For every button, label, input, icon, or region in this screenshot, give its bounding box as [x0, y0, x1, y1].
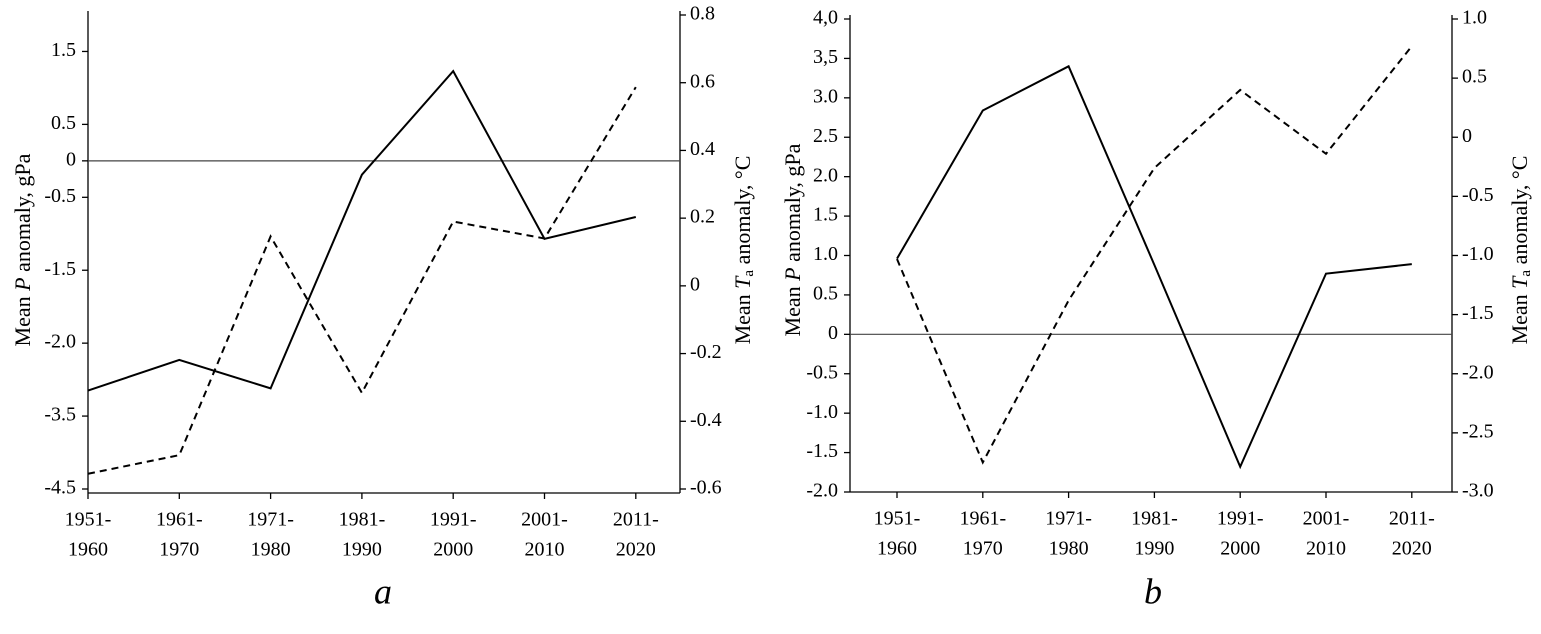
y-tick-label: 2.0	[813, 164, 838, 186]
y2-tick-label: -0.6	[690, 477, 722, 499]
x-tick-label: 1951-	[65, 509, 112, 531]
x-tick-label: 2011-	[1389, 508, 1435, 530]
y2-tick-label: 0	[690, 273, 700, 295]
x-tick-label: 2020	[1392, 538, 1432, 560]
x-tick-label: 1991-	[1217, 508, 1264, 530]
y-tick-label: 4,0	[813, 7, 838, 29]
x-tick-label: 1961-	[156, 509, 203, 531]
x-tick-label: 1971-	[247, 509, 294, 531]
x-tick-label: 1961-	[959, 508, 1006, 530]
x-tick-label: 2000	[1220, 538, 1260, 560]
x-tick-label: 1980	[1049, 538, 1089, 560]
x-tick-label: 1960	[68, 539, 108, 561]
y2-axis-label-part: a	[741, 270, 757, 277]
x-tick-label: 1981-	[1131, 508, 1178, 530]
y-tick-label: -0.5	[44, 185, 76, 207]
y2-tick-label: -3.0	[1462, 480, 1494, 502]
y-axis-label-part: anomaly, gPa	[780, 143, 805, 267]
series-line	[87, 69, 637, 392]
y-tick-label: 0	[828, 322, 838, 344]
y-tick-label: -1.0	[806, 401, 838, 423]
y2-tick-label: -1.0	[1462, 243, 1494, 265]
y2-tick-label: 0	[1462, 125, 1472, 147]
x-tick-label: 2000	[433, 539, 473, 561]
series-line	[896, 64, 1412, 470]
x-tick-label: 1990	[342, 539, 382, 561]
x-tick-label: 1970	[963, 538, 1003, 560]
y2-axis-label: Mean Ta anomaly, °C	[1507, 156, 1534, 345]
y2-axis-label-part: anomaly, °C	[1507, 156, 1532, 270]
y2-axis-label-part: Mean	[1507, 289, 1532, 345]
y-tick-label: -3.5	[44, 404, 76, 426]
y-tick-label: 3.0	[813, 85, 838, 107]
y-tick-label: -1.5	[806, 440, 838, 462]
y-tick-label: 1.5	[51, 39, 76, 61]
y-tick-label: -0.5	[806, 361, 838, 383]
x-tick-label: 1970	[159, 539, 199, 561]
x-tick-label: 2020	[616, 539, 656, 561]
y2-tick-label: 0.6	[690, 70, 715, 92]
y-tick-label: -1.5	[44, 258, 76, 280]
y2-tick-label: -2.0	[1462, 361, 1494, 383]
y2-tick-label: -1.5	[1462, 302, 1494, 324]
y2-axis-label-part: anomaly, °C	[730, 156, 755, 270]
series-line	[896, 45, 1413, 465]
x-tick-label: 1980	[251, 539, 291, 561]
y2-tick-label: -0.4	[690, 409, 722, 431]
y-tick-label: 1.0	[813, 243, 838, 265]
panel-label: a	[374, 571, 392, 611]
y-tick-label: 2.5	[813, 125, 838, 147]
y2-axis-label-part: T	[730, 275, 755, 289]
y2-axis-label-part: Mean	[730, 289, 755, 345]
y2-tick-label: 0.8	[690, 3, 715, 25]
y-tick-label: 3,5	[813, 46, 838, 68]
x-tick-label: 2011-	[613, 509, 659, 531]
y2-tick-label: 0.4	[690, 138, 715, 160]
x-tick-label: 1991-	[430, 509, 477, 531]
series-line	[87, 86, 637, 475]
x-tick-label: 1951-	[874, 508, 921, 530]
y-tick-label: 1.5	[813, 204, 838, 226]
y-axis-label-part: Mean	[780, 281, 805, 337]
y-tick-label: -4.5	[44, 477, 76, 499]
x-tick-label: 1960	[877, 538, 917, 560]
y2-tick-label: -0.2	[690, 341, 722, 363]
y2-tick-label: 0.2	[690, 206, 715, 228]
y2-tick-label: -2.5	[1462, 420, 1494, 442]
y-axis-label: Mean P anomaly, gPa	[10, 153, 35, 346]
y-axis-label-part: anomaly, gPa	[10, 153, 35, 277]
y2-axis-label: Mean Ta anomaly, °C	[730, 156, 757, 345]
y-axis-label-part: P	[780, 267, 805, 281]
y-axis-label-part: P	[10, 277, 35, 291]
x-tick-label: 1990	[1134, 538, 1174, 560]
x-tick-label: 2010	[525, 539, 565, 561]
x-tick-label: 2010	[1306, 538, 1346, 560]
y-axis-label-part: Mean	[10, 291, 35, 347]
y-tick-label: -2.0	[806, 480, 838, 502]
panel-label: b	[1144, 571, 1162, 611]
y2-axis-label-part: T	[1507, 275, 1532, 289]
x-tick-label: 1981-	[339, 509, 386, 531]
y2-axis-label-part: a	[1518, 270, 1534, 277]
y2-tick-label: -0.5	[1462, 184, 1494, 206]
y2-tick-label: 0.5	[1462, 66, 1487, 88]
y-tick-label: 0.5	[813, 283, 838, 305]
x-tick-label: 2001-	[1303, 508, 1350, 530]
y-tick-label: 0.5	[51, 112, 76, 134]
x-tick-label: 2001-	[521, 509, 568, 531]
y2-tick-label: 1.0	[1462, 7, 1487, 29]
x-tick-label: 1971-	[1045, 508, 1092, 530]
y-tick-label: -2.0	[44, 331, 76, 353]
y-axis-label: Mean P anomaly, gPa	[780, 143, 805, 336]
y-tick-label: 0	[66, 148, 76, 170]
